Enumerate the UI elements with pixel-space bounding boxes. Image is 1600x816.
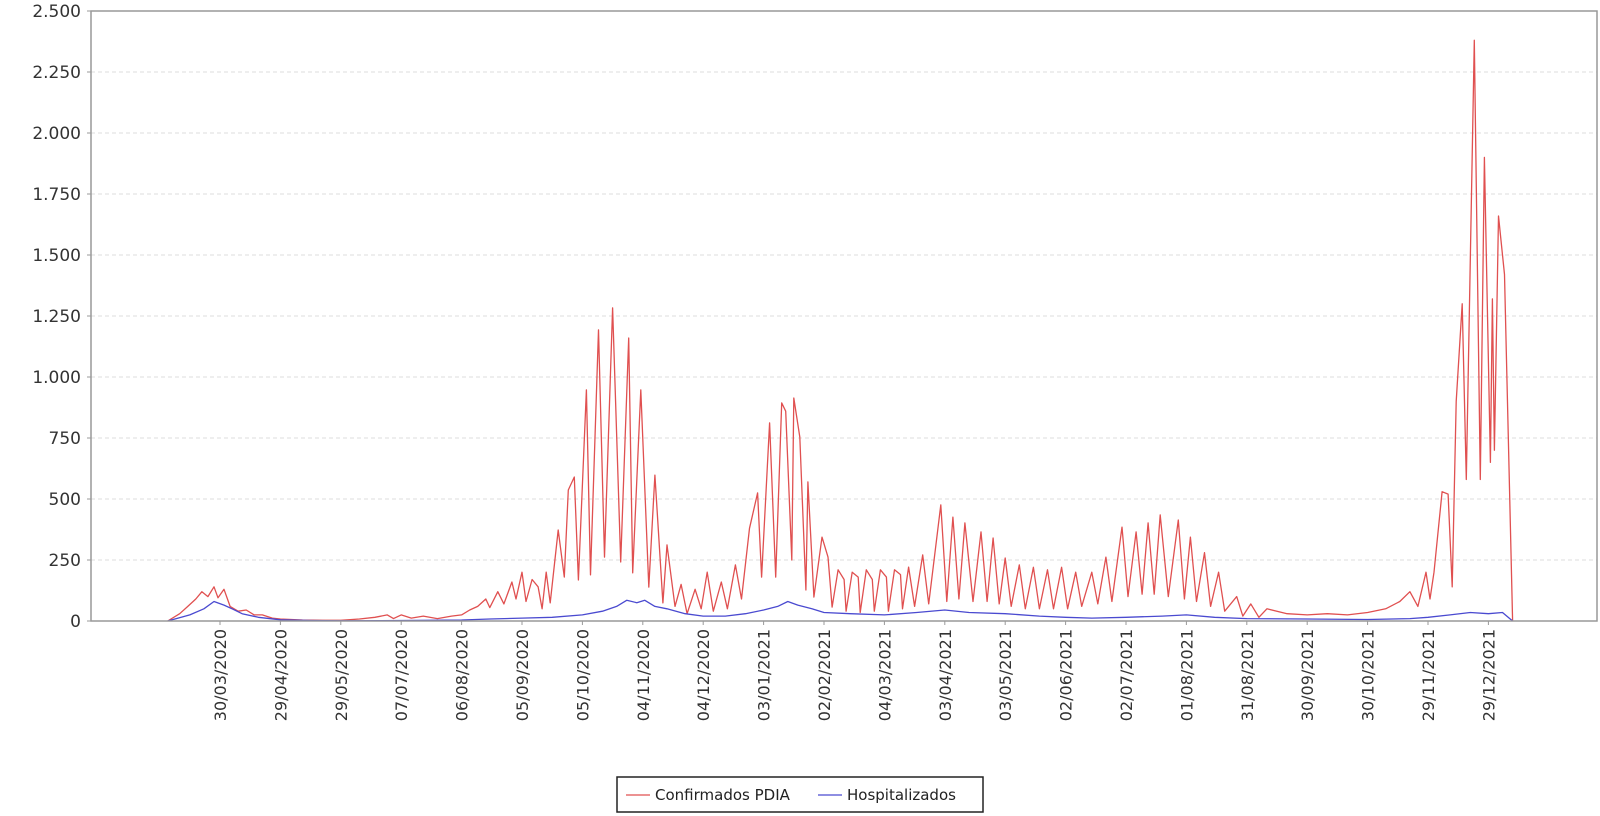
y-tick-label: 1.250	[32, 307, 81, 327]
x-tick-label: 30/03/2020	[211, 629, 230, 721]
y-tick-label: 2.000	[32, 124, 81, 144]
x-tick-label: 29/05/2020	[332, 629, 351, 721]
x-tick-label: 06/08/2020	[453, 629, 472, 721]
y-tick-label: 1.750	[32, 185, 81, 205]
x-tick-label: 04/11/2020	[634, 629, 653, 721]
legend-label-hospitalizados: Hospitalizados	[847, 786, 956, 804]
x-tick-label: 02/02/2021	[815, 629, 834, 721]
y-tick-label: 2.250	[32, 63, 81, 83]
legend: Confirmados PDIA Hospitalizados	[616, 776, 984, 813]
y-tick-label: 500	[49, 490, 81, 510]
y-tick-label: 0	[70, 612, 81, 632]
gridlines	[91, 71, 1597, 561]
x-tick-label: 05/10/2020	[573, 629, 592, 721]
x-axis: 30/03/2020 29/04/2020 29/05/2020 07/07/2020…	[211, 621, 1498, 721]
x-tick-label: 02/07/2021	[1117, 629, 1136, 721]
legend-box	[616, 776, 984, 813]
x-tick-label: 05/09/2020	[513, 629, 532, 721]
x-tick-label: 29/12/2021	[1479, 629, 1498, 721]
x-tick-label: 03/04/2021	[936, 629, 955, 721]
x-tick-label: 30/10/2021	[1359, 629, 1378, 721]
y-tick-label: 1.000	[32, 368, 81, 388]
plot-border	[90, 10, 1598, 622]
x-tick-label: 07/07/2020	[392, 629, 411, 721]
x-tick-label: 01/08/2021	[1177, 629, 1196, 721]
legend-label-confirmados: Confirmados PDIA	[655, 786, 791, 804]
x-tick-label: 03/01/2021	[755, 629, 774, 721]
x-tick-label: 30/09/2021	[1298, 629, 1317, 721]
y-tick-label: 2.500	[32, 2, 81, 22]
y-tick-label: 750	[49, 429, 81, 449]
series-line-confirmados-pdia	[167, 39, 1514, 622]
x-tick-label: 03/05/2021	[996, 629, 1015, 721]
plot-area	[167, 39, 1514, 622]
x-tick-label: 02/06/2021	[1057, 629, 1076, 721]
x-tick-label: 04/03/2021	[875, 629, 894, 721]
y-tick-label: 250	[49, 551, 81, 571]
y-axis: 0 250 500 750 1.000 1.250 1.500 1.750 2.000 2.250…	[32, 2, 91, 632]
x-tick-label: 29/11/2021	[1419, 629, 1438, 721]
x-tick-label: 29/04/2020	[271, 629, 290, 721]
x-tick-label: 04/12/2020	[694, 629, 713, 721]
y-tick-label: 1.500	[32, 246, 81, 266]
x-tick-label: 31/08/2021	[1238, 629, 1257, 721]
